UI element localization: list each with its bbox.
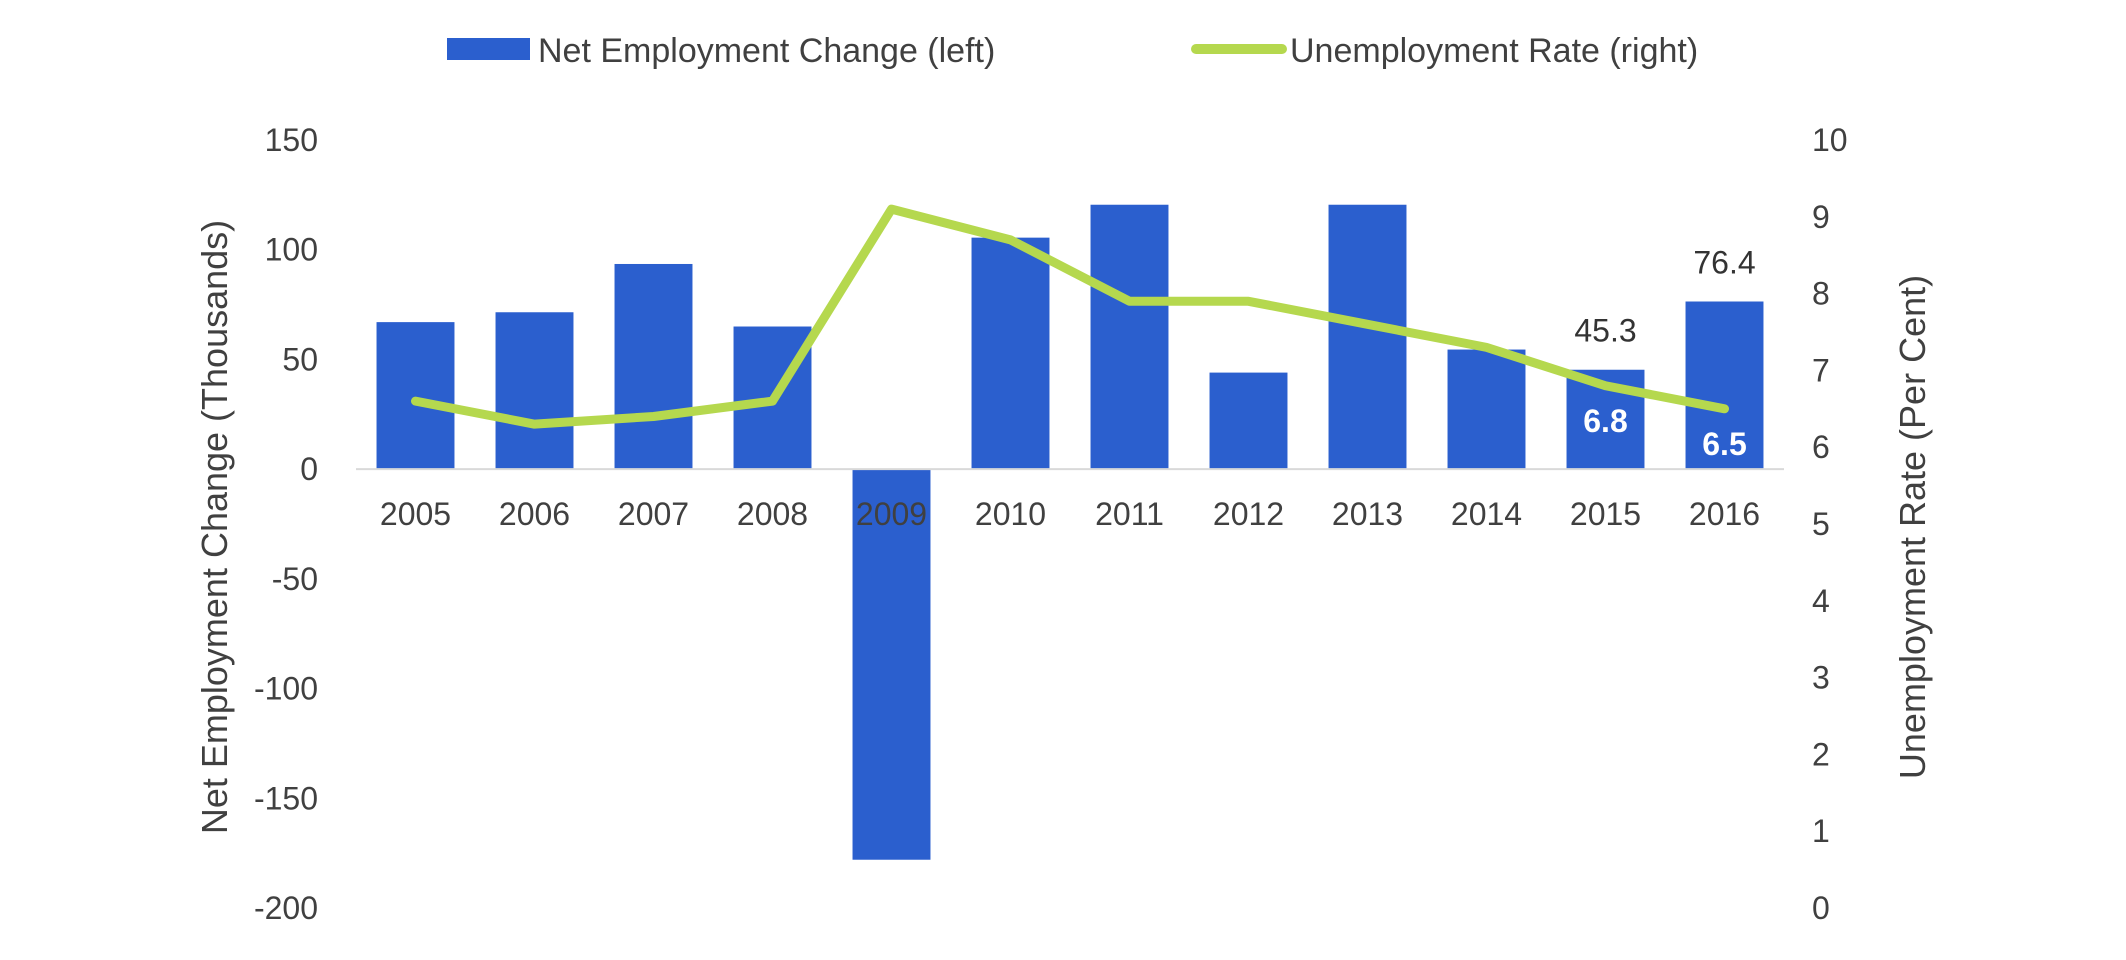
y-right-tick-label: 8 [1812, 276, 1830, 312]
x-tick-label: 2015 [1570, 496, 1641, 532]
y-right-tick-label: 2 [1812, 736, 1830, 772]
bar-2012 [1209, 372, 1288, 470]
bar-2009 [852, 469, 931, 860]
line-data-label: 6.5 [1702, 426, 1746, 462]
y-left-tick-label: -50 [272, 561, 318, 597]
bar-data-label: 45.3 [1574, 313, 1636, 349]
y-left-tick-label: 0 [300, 451, 318, 487]
legend: Net Employment Change (left) Unemploymen… [447, 32, 1698, 70]
line-data-label: 6.8 [1583, 403, 1627, 439]
y-right-tick-label: 6 [1812, 429, 1830, 465]
y-left-tick-label: 100 [265, 232, 318, 268]
x-tick-label: 2010 [975, 496, 1046, 532]
x-tick-label: 2014 [1451, 496, 1522, 532]
bar-data-labels: 45.3 76.4 [1574, 244, 1755, 348]
bar-2010 [971, 237, 1050, 470]
x-tick-label: 2012 [1213, 496, 1284, 532]
x-tick-label: 2005 [380, 496, 451, 532]
y-right-tick-label: 0 [1812, 890, 1830, 926]
legend-label-bar: Net Employment Change (left) [538, 32, 995, 70]
legend-swatch-bar [447, 38, 530, 60]
y-left-tick-label: 150 [265, 122, 318, 158]
y-left-axis-title: Net Employment Change (Thousands) [194, 220, 235, 834]
y-right-tick-label: 3 [1812, 660, 1830, 696]
x-tick-label: 2008 [737, 496, 808, 532]
y-left-tick-label: -150 [254, 780, 318, 816]
y-right-tick-label: 10 [1812, 122, 1848, 158]
y-left-tick-label: 50 [282, 341, 318, 377]
x-tick-label: 2009 [856, 496, 927, 532]
bar-2013 [1328, 204, 1407, 470]
bar-2005 [376, 322, 455, 470]
bar-2006 [495, 312, 574, 470]
y-left-tick-label: -200 [254, 890, 318, 926]
x-tick-label: 2013 [1332, 496, 1403, 532]
y-right-tick-label: 5 [1812, 506, 1830, 542]
y-left-ticks: 150 100 50 0 -50 -100 -150 -200 [254, 122, 318, 926]
unemployment-line [411, 204, 1729, 429]
line-data-labels: 6.8 6.5 [1583, 403, 1746, 462]
x-tick-label: 2016 [1689, 496, 1760, 532]
y-right-axis-title: Unemployment Rate (Per Cent) [1892, 275, 1933, 779]
y-left-tick-label: -100 [254, 671, 318, 707]
y-right-tick-label: 1 [1812, 813, 1830, 849]
bar-2014 [1447, 349, 1526, 470]
bar-2011 [1090, 204, 1169, 470]
x-tick-label: 2007 [618, 496, 689, 532]
bar-data-label: 76.4 [1693, 244, 1755, 280]
y-right-tick-label: 4 [1812, 583, 1830, 619]
x-tick-label: 2006 [499, 496, 570, 532]
legend-label-line: Unemployment Rate (right) [1290, 32, 1698, 70]
bar-2007 [614, 263, 693, 470]
y-right-tick-label: 7 [1812, 352, 1830, 388]
x-tick-label: 2011 [1095, 496, 1164, 532]
unemployment-rate-line [411, 204, 1729, 429]
y-right-tick-label: 9 [1812, 199, 1830, 235]
x-ticks: 2005 2006 2007 2008 2009 2010 2011 2012 2013 2014… [380, 496, 1760, 532]
bar-2016 [1685, 301, 1764, 470]
bars [376, 204, 1764, 860]
